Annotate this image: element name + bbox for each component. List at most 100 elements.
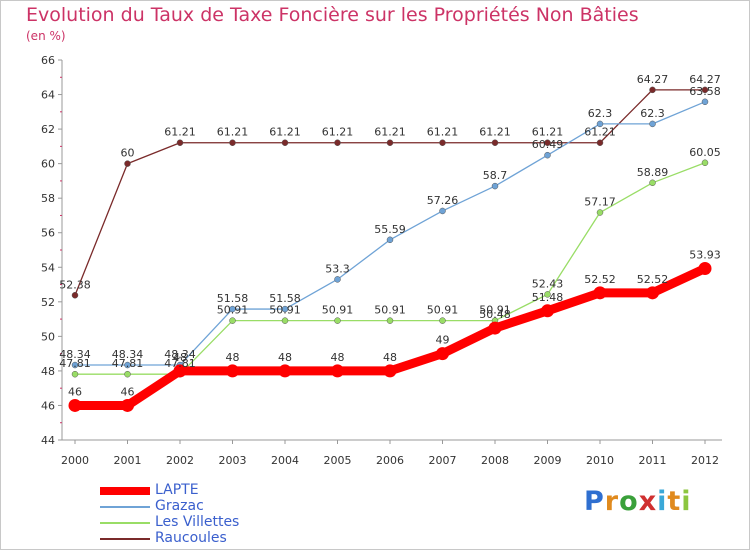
logo-letter: t xyxy=(667,486,682,517)
data-point-raucoules xyxy=(491,139,499,146)
x-tick-label: 2005 xyxy=(324,454,352,467)
data-point-lapte xyxy=(278,364,292,378)
y-tick-label: 62 xyxy=(41,123,55,136)
legend-label: Raucoules xyxy=(155,530,227,546)
data-point-raucoules xyxy=(701,86,709,94)
data-point-grazac xyxy=(491,182,499,190)
data-label-raucoules: 61.21 xyxy=(532,126,564,139)
y-tick-label: 58 xyxy=(41,192,55,205)
data-point-grazac xyxy=(701,98,709,106)
y-tick-label: 66 xyxy=(41,54,55,67)
proxiti-logo: Proxiti xyxy=(584,486,692,517)
data-point-raucoules xyxy=(229,139,236,146)
data-point-grazac xyxy=(649,120,656,128)
data-label-lapte: 52.52 xyxy=(584,273,616,286)
x-tick-label: 2009 xyxy=(534,454,562,467)
data-point-lapte xyxy=(68,398,82,412)
data-point-lapte xyxy=(383,364,397,378)
series-line-raucoules xyxy=(74,89,706,296)
data-label-raucoules: 61.21 xyxy=(374,126,406,139)
logo-letter: P xyxy=(584,486,605,517)
data-label-grazac: 57.26 xyxy=(427,194,459,207)
data-point-les-villettes xyxy=(334,317,341,324)
legend-label: LAPTE xyxy=(155,482,199,498)
data-point-lapte xyxy=(173,364,187,378)
data-point-grazac xyxy=(439,207,446,215)
data-label-lapte: 48 xyxy=(383,351,397,364)
x-tick-label: 2006 xyxy=(376,454,404,467)
data-point-les-villettes xyxy=(596,209,604,216)
data-point-lapte xyxy=(121,398,134,412)
legend-label: Les Villettes xyxy=(155,514,240,530)
data-point-grazac xyxy=(334,276,341,283)
data-point-les-villettes xyxy=(281,317,289,324)
data-label-les-villettes: 47.81 xyxy=(59,357,91,370)
logo-letter: r xyxy=(604,486,620,517)
data-label-grazac: 60.49 xyxy=(532,138,564,151)
data-point-lapte xyxy=(541,304,554,318)
data-point-les-villettes xyxy=(544,291,551,298)
unit-label: (en %) xyxy=(26,29,66,43)
legend-label: Grazac xyxy=(155,498,204,514)
x-tick-label: 2010 xyxy=(586,454,614,467)
data-label-lapte: 50.48 xyxy=(479,308,511,321)
series-layer xyxy=(68,86,712,412)
x-tick-label: 2001 xyxy=(114,454,142,467)
data-label-les-villettes: 60.05 xyxy=(689,146,721,159)
x-tick-label: 2008 xyxy=(481,454,509,467)
data-label-lapte: 48 xyxy=(331,351,345,364)
data-point-grazac xyxy=(386,236,394,244)
data-point-grazac xyxy=(124,361,131,369)
legend-swatch-les-villettes xyxy=(100,522,150,524)
data-label-raucoules: 52.38 xyxy=(59,278,91,291)
series-line-lapte xyxy=(70,263,710,410)
data-point-raucoules xyxy=(439,139,446,146)
data-label-grazac: 63.58 xyxy=(689,85,721,98)
y-tick-label: 52 xyxy=(41,296,55,309)
data-point-lapte xyxy=(331,364,344,378)
data-point-raucoules xyxy=(544,139,551,146)
data-label-les-villettes: 52.43 xyxy=(532,277,564,290)
data-label-lapte: 51.48 xyxy=(532,291,564,304)
x-tick-label: 2003 xyxy=(219,454,247,467)
data-point-grazac xyxy=(281,305,289,313)
y-tick-label: 50 xyxy=(41,330,55,343)
data-label-raucoules: 61.21 xyxy=(479,126,511,139)
logo-letter: i xyxy=(657,486,668,517)
data-point-raucoules xyxy=(334,139,341,146)
data-label-raucoules: 61.21 xyxy=(269,126,301,139)
data-point-raucoules xyxy=(71,292,79,299)
data-label-lapte: 46 xyxy=(121,385,135,398)
data-label-raucoules: 61.21 xyxy=(427,126,459,139)
logo-letter: o xyxy=(619,486,639,517)
data-label-lapte: 49 xyxy=(436,334,450,347)
data-point-lapte xyxy=(436,347,449,361)
data-point-lapte xyxy=(226,364,239,378)
data-point-les-villettes xyxy=(649,179,656,187)
data-labels: 52.38 60 61.21 61.21 61.21 61.21 61.21 61.21 61.… xyxy=(59,73,721,399)
data-point-lapte xyxy=(593,286,607,300)
logo-letter: i xyxy=(681,486,692,517)
data-label-les-villettes: 47.81 xyxy=(164,357,196,370)
y-tick-label: 56 xyxy=(41,227,55,240)
data-point-grazac xyxy=(71,361,79,369)
data-label-les-villettes: 57.17 xyxy=(584,196,616,209)
data-label-lapte: 46 xyxy=(68,385,82,398)
data-point-raucoules xyxy=(596,139,604,146)
data-label-grazac: 51.58 xyxy=(217,292,249,305)
data-point-les-villettes xyxy=(124,370,131,378)
chart-title: Evolution du Taux de Taxe Foncière sur l… xyxy=(26,4,639,26)
data-label-les-villettes: 50.91 xyxy=(269,304,301,317)
data-label-lapte: 52.52 xyxy=(637,273,669,286)
data-label-raucoules: 61.21 xyxy=(164,126,196,139)
data-point-grazac xyxy=(596,120,604,128)
data-label-raucoules: 61.21 xyxy=(217,126,249,139)
data-label-les-villettes: 50.91 xyxy=(427,304,459,317)
data-label-lapte: 48 xyxy=(173,351,187,364)
x-tick-label: 2012 xyxy=(691,454,719,467)
y-tick-label: 60 xyxy=(41,158,55,171)
data-point-raucoules xyxy=(386,139,394,146)
data-point-lapte xyxy=(646,286,659,300)
y-tick-label: 44 xyxy=(41,434,55,447)
